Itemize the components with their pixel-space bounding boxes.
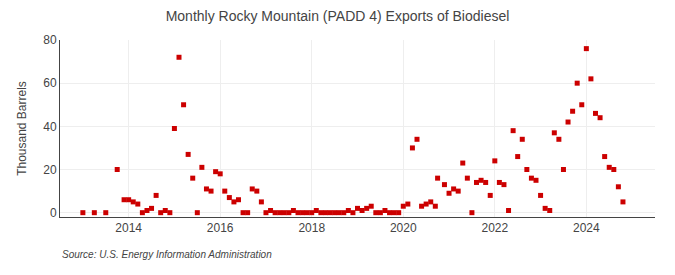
svg-text:80: 80 xyxy=(43,33,57,47)
svg-text:Thousand Barrels: Thousand Barrels xyxy=(15,81,29,176)
svg-text:40: 40 xyxy=(43,120,57,134)
svg-text:0: 0 xyxy=(50,206,57,220)
svg-text:20: 20 xyxy=(43,163,57,177)
svg-text:60: 60 xyxy=(43,76,57,90)
svg-text:Monthly Rocky Mountain (PADD 4: Monthly Rocky Mountain (PADD 4) Exports … xyxy=(166,8,510,24)
svg-text:2024: 2024 xyxy=(573,221,600,235)
svg-text:Source: U.S. Energy Informatio: Source: U.S. Energy Information Administ… xyxy=(62,249,272,260)
svg-text:2022: 2022 xyxy=(481,221,508,235)
svg-text:2014: 2014 xyxy=(115,221,142,235)
svg-text:2018: 2018 xyxy=(298,221,325,235)
svg-text:2016: 2016 xyxy=(207,221,234,235)
svg-text:2020: 2020 xyxy=(390,221,417,235)
